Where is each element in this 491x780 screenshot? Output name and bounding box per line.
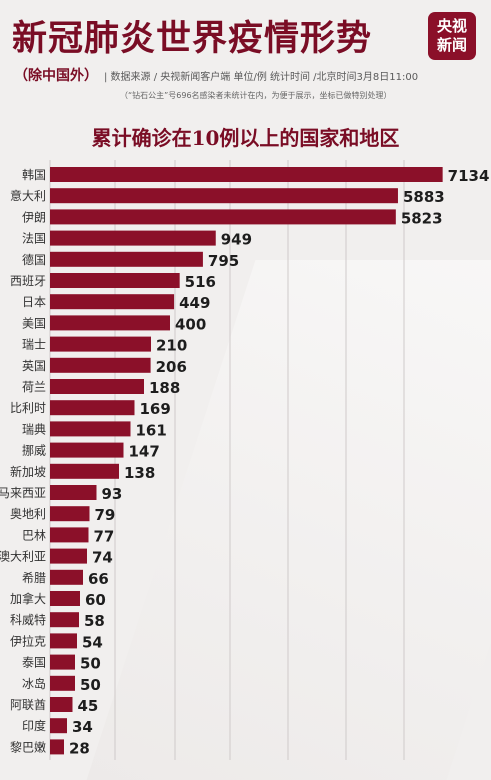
bar [50,506,90,522]
category-label: 法国 [22,232,46,246]
category-label: 泰国 [22,656,46,670]
bar-chart: 韩国 7134 意大利 5883 伊朗 5823 法国 949 德国 795 西班牙 516 日本 449… [0,160,490,760]
category-label: 韩国 [22,167,46,182]
bar [50,548,87,564]
bar [50,167,443,182]
bar [50,612,79,628]
category-label: 挪威 [22,444,46,458]
category-label: 瑞典 [22,422,46,436]
bar [50,654,75,670]
value-label: 58 [84,612,105,630]
category-label: 美国 [22,316,46,330]
value-label: 5883 [403,188,445,206]
bar [50,230,216,246]
category-label: 澳大利亚 [0,550,46,564]
value-label: 147 [129,443,160,461]
value-label: 28 [69,739,90,757]
value-label: 93 [102,485,123,503]
category-label: 西班牙 [10,274,46,288]
logo-line-1: 央视 [436,17,467,35]
category-label: 奥地利 [10,507,46,521]
category-label: 英国 [22,359,46,373]
bar [50,273,180,288]
value-label: 79 [95,506,116,524]
value-label: 5823 [401,209,443,227]
page-title: 新冠肺炎世界疫情形势 [12,18,373,59]
bar [50,697,73,712]
bar [50,527,89,543]
value-label: 54 [82,633,103,651]
bar [50,315,170,331]
category-label: 比利时 [10,401,46,415]
value-label: 60 [85,591,106,609]
category-label: 希腊 [22,570,46,585]
subtitle-line: （除中国外） | 数据来源 / 央视新闻客户端 单位/例 统计时间 /北京时间3… [14,66,418,84]
exclude-label: （除中国外） [14,68,98,84]
value-label: 161 [136,421,167,439]
source-meta: | 数据来源 / 央视新闻客户端 单位/例 统计时间 /北京时间3月8日11:0… [104,71,419,83]
category-label: 荷兰 [22,380,46,394]
value-label: 34 [72,718,93,736]
value-label: 188 [149,379,180,397]
category-label: 黎巴嫩 [10,740,46,754]
bar [50,485,97,500]
category-label: 日本 [22,295,46,309]
bar [50,336,151,352]
category-label: 意大利 [10,188,46,203]
category-label: 新加坡 [10,464,46,479]
value-label: 66 [88,570,109,588]
value-label: 169 [140,400,171,418]
category-label: 伊拉克 [10,633,46,648]
category-label: 阿联酋 [10,697,46,712]
bar [50,442,124,458]
value-label: 77 [94,527,115,545]
category-label: 伊朗 [22,210,46,224]
bar [50,400,135,416]
bar [50,463,119,479]
category-label: 加拿大 [10,591,46,606]
cctv-news-logo: 央视 新闻 [428,12,476,60]
bar [50,739,64,755]
bar [50,675,75,691]
value-label: 7134 [448,167,490,185]
category-label: 科威特 [10,612,46,627]
value-label: 795 [208,252,239,270]
logo-line-2: 新闻 [436,36,467,54]
bar [50,294,175,310]
bar [50,569,83,585]
bar [50,591,80,606]
category-label: 印度 [22,718,46,733]
value-label: 74 [92,549,113,567]
value-label: 50 [80,655,101,673]
bar [50,633,77,649]
category-label: 冰岛 [22,676,46,691]
value-label: 210 [156,337,187,355]
value-label: 45 [78,697,99,715]
value-label: 949 [221,231,252,249]
value-label: 400 [175,315,206,333]
value-label: 138 [124,464,155,482]
value-label: 50 [80,676,101,694]
value-label: 206 [156,358,187,376]
category-label: 瑞士 [22,338,46,352]
category-label: 巴林 [22,528,46,542]
bar [50,209,396,225]
value-label: 516 [185,273,216,291]
value-label: 449 [179,294,210,312]
category-label: 德国 [22,252,46,267]
chart-title: 累计确诊在10例以上的国家和地区 [91,126,400,150]
bar [50,188,398,204]
category-label: 马来西亚 [0,486,46,500]
footnote: （“钻石公主”号696名感染者未统计在内，为便于展示，坐标已做特别处理） [120,91,392,100]
bar [50,251,203,267]
header: 新冠肺炎世界疫情形势 央视 新闻 （除中国外） | 数据来源 / 央视新闻客户端… [0,0,491,120]
bar [50,718,67,734]
bar [50,357,151,373]
bar [50,379,144,394]
bar [50,421,131,437]
